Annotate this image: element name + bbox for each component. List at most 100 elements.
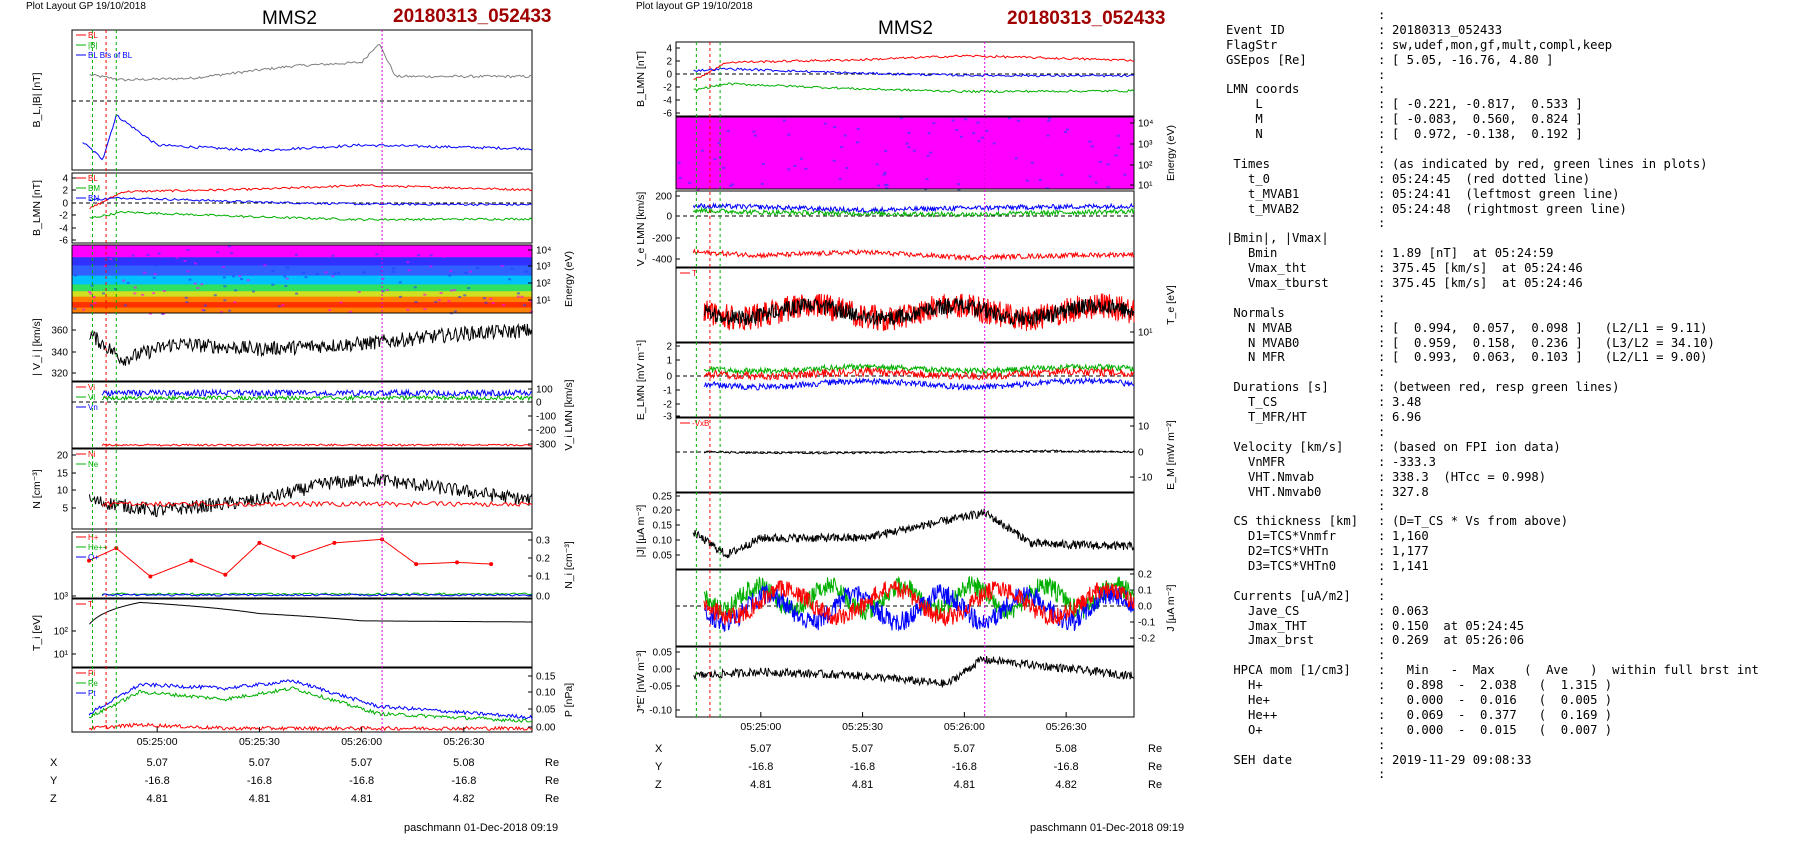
spectrogram-speck: [439, 291, 443, 294]
spectrogram-speck: [442, 255, 446, 258]
info-key: He++: [1226, 707, 1278, 722]
info-colon: :: [1378, 454, 1386, 469]
y-tick-label: 10³: [54, 592, 69, 603]
spectrogram-speck: [1064, 131, 1068, 134]
info-row: t_MVAB1:05:24:41 (leftmost green line): [1226, 187, 1796, 202]
spectrogram-speck: [947, 133, 951, 136]
spectrogram-speck: [240, 253, 244, 256]
spectrogram-speck: [843, 134, 847, 137]
spectrogram-speck: [884, 149, 888, 152]
spectrogram-speck: [700, 149, 704, 152]
spectrogram-speck: [293, 262, 297, 265]
data-point: [148, 574, 153, 579]
legend-label: T: [692, 269, 697, 278]
spectrogram-speck: [799, 157, 803, 160]
spectrogram-speck: [753, 134, 757, 137]
spectrogram-speck: [416, 254, 420, 257]
info-row: Durations [s]: (between red, resp green l…: [1226, 380, 1796, 395]
spectrogram-speck: [1106, 185, 1110, 188]
info-value: 0.063: [1392, 603, 1429, 618]
spectrogram-band: [72, 257, 532, 266]
info-row: VHT.Nmvab:338.3 (HTcc = 0.998): [1226, 470, 1796, 485]
info-key: T_CS: [1226, 395, 1278, 410]
panel: 200 0 -200 -400 V_e LMN [km/s]: [635, 190, 1135, 268]
info-value: -333.3: [1392, 454, 1437, 469]
info-row: Jave_CS:0.063: [1226, 604, 1796, 619]
info-colon: :: [1378, 365, 1386, 380]
spectrogram-speck: [123, 304, 127, 307]
spectrogram-speck: [458, 296, 462, 299]
info-colon: :: [1378, 67, 1386, 82]
position-unit: Re: [1148, 743, 1162, 755]
spectrogram-speck: [992, 142, 996, 145]
info-value: Min - Max ( Ave ) within full brst int: [1392, 663, 1759, 678]
position-value: 4.81: [954, 779, 975, 791]
spectrogram-speck: [232, 275, 236, 278]
series-line: [692, 202, 1135, 214]
data-point: [189, 558, 194, 563]
data-point: [291, 555, 296, 560]
series-line: [703, 575, 1135, 621]
spectrogram-speck: [798, 120, 802, 123]
info-value: 0.898 - 2.038 ( 1.315 ): [1392, 678, 1613, 693]
spectrogram-speck: [152, 292, 156, 295]
spectrogram-speck: [717, 141, 721, 144]
spectrogram-speck: [203, 304, 207, 307]
spectrogram-speck: [877, 178, 881, 181]
spectrogram-speck: [1116, 134, 1120, 137]
spectrogram-speck: [833, 125, 837, 128]
spectrogram-band: [72, 284, 532, 292]
info-colon: :: [1378, 722, 1386, 737]
spectrogram-speck: [952, 133, 956, 136]
spectrogram-speck: [1112, 147, 1116, 150]
spectrogram-speck: [295, 292, 299, 295]
legend-label: BL: [88, 31, 98, 40]
spectrogram-speck: [910, 126, 914, 129]
spectrogram-speck: [233, 301, 237, 304]
panel-frame: [675, 41, 1135, 117]
info-colon: :: [1378, 484, 1386, 499]
spectrogram-speck: [429, 265, 433, 268]
spectrogram-speck: [903, 171, 907, 174]
info-colon: :: [1378, 469, 1386, 484]
info-colon: :: [1378, 737, 1386, 752]
spectrogram-speck: [951, 119, 955, 122]
spectrogram-speck: [1007, 117, 1011, 120]
y-tick-label: 0.10: [653, 536, 673, 547]
panel-frame: [71, 667, 533, 733]
panel-frame: [71, 448, 533, 530]
position-value: 4.82: [1055, 779, 1076, 791]
spectrogram-speck: [453, 310, 457, 313]
x-tick-label: 05:25:30: [842, 721, 883, 733]
spectrogram-band: [72, 302, 532, 309]
spectrogram-speck: [228, 309, 232, 312]
spectrogram-speck: [285, 277, 289, 280]
spectrogram-speck: [976, 121, 980, 124]
spectrogram-speck: [894, 181, 898, 184]
info-key: Currents [uA/m2]: [1226, 588, 1351, 603]
spectrogram-speck: [502, 303, 506, 306]
spectrogram-speck: [699, 140, 703, 143]
spectrogram-speck: [500, 265, 504, 268]
spectrogram-speck: [423, 308, 427, 311]
spectrogram-speck: [867, 164, 871, 167]
info-row: N MVAB0: [ 0.959, 0.158, 0.236 ] (L3/L2 =…: [1226, 336, 1796, 351]
y-tick-label-right: -10: [1138, 473, 1153, 484]
spectrogram-speck: [407, 269, 411, 272]
info-value: 375.45 [km/s] at 05:24:46: [1392, 276, 1583, 291]
legend-label: He++: [88, 543, 108, 552]
spectrogram-speck: [677, 161, 681, 164]
spectrogram-speck: [768, 130, 772, 133]
y-tick-label-right: 0: [1138, 448, 1144, 459]
info-row: D1=TCS*Vnmfr:1,160: [1226, 529, 1796, 544]
spectrogram-speck: [696, 188, 700, 191]
spectrogram-speck: [925, 148, 929, 151]
position-unit: Re: [545, 757, 559, 769]
spectrogram-speck: [200, 283, 204, 286]
position-value: -16.8: [247, 775, 272, 787]
spectrogram-speck: [188, 278, 192, 281]
info-key: t_0: [1226, 171, 1271, 186]
info-colon: :: [1378, 142, 1386, 157]
info-key: t_MVAB2: [1226, 201, 1300, 216]
panel-frame: [71, 381, 533, 449]
